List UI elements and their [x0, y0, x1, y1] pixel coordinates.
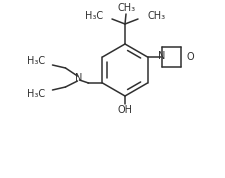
Text: CH₃: CH₃ [118, 3, 136, 13]
Text: O: O [187, 52, 194, 62]
Text: H₃C: H₃C [27, 56, 45, 66]
Text: H₃C: H₃C [27, 89, 45, 99]
Text: CH₃: CH₃ [147, 11, 165, 21]
Text: N: N [75, 73, 82, 83]
Text: H₃C: H₃C [85, 11, 103, 21]
Text: OH: OH [117, 105, 133, 115]
Text: N: N [158, 51, 165, 61]
